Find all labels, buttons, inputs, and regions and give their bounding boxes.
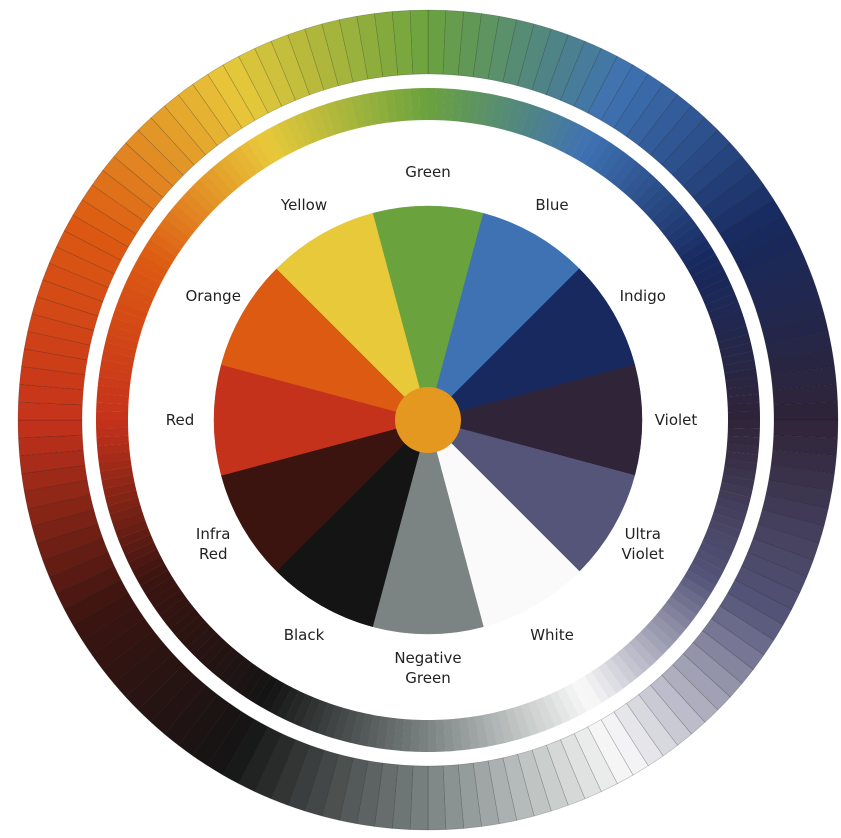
segment-label-line: Violet: [621, 545, 664, 563]
inner-ring-cell: [728, 420, 760, 429]
inner-ring-cell: [428, 88, 437, 120]
segment-label: Orange: [186, 287, 241, 305]
segment-label-line: Red: [166, 411, 195, 429]
segment-label-line: Violet: [655, 411, 698, 429]
color-wheel: Green Blue Indigo Violet Ultra Violet White Neg…: [0, 0, 841, 838]
inner-ring-cell: [436, 720, 446, 752]
segment-label: Violet: [655, 411, 698, 429]
segment-label: Infra Red: [196, 525, 231, 563]
outer-ring-cell: [18, 420, 82, 438]
inner-ring-cell: [96, 411, 128, 420]
inner-ring-cell: [96, 420, 128, 429]
inner-ring-cell: [728, 411, 760, 420]
segment-label: Ultra Violet: [621, 525, 664, 563]
segment-label: Black: [284, 625, 325, 643]
segment-label-line: White: [530, 625, 574, 643]
inner-ring-cell: [96, 428, 128, 438]
segment-label-line: Black: [284, 625, 325, 643]
segment-label-line: Green: [405, 669, 450, 687]
segment-label-line: Indigo: [620, 287, 666, 305]
segment-label: White: [530, 625, 574, 643]
center-dot: [395, 387, 461, 453]
outer-ring-cell: [428, 10, 446, 74]
segment-label: Blue: [535, 196, 568, 214]
segment-label: Yellow: [280, 196, 327, 214]
inner-ring-cell: [411, 88, 421, 120]
segment-label-line: Orange: [186, 287, 241, 305]
segment-label-line: Ultra: [625, 525, 661, 543]
outer-ring-cell: [18, 402, 82, 420]
segment-label-line: Blue: [535, 196, 568, 214]
segment-label-line: Yellow: [280, 196, 327, 214]
segment-label: Green: [405, 163, 450, 181]
outer-ring-cell: [410, 766, 428, 830]
segment-label: Indigo: [620, 287, 666, 305]
segment-label: Red: [166, 411, 195, 429]
segment-label: Negative Green: [394, 649, 461, 687]
outer-ring-cell: [774, 420, 838, 438]
inner-ring-cell: [428, 720, 437, 752]
segment-label-line: Red: [199, 545, 228, 563]
outer-ring-cell: [428, 766, 446, 830]
inner-ring-cell: [728, 403, 760, 413]
segment-label-line: Negative: [394, 649, 461, 667]
outer-ring-cell: [774, 402, 838, 420]
segment-label-line: Infra: [196, 525, 231, 543]
inner-ring-cell: [419, 88, 428, 120]
segment-label-line: Green: [405, 163, 450, 181]
outer-ring-cell: [410, 10, 428, 74]
inner-ring-cell: [419, 720, 428, 752]
